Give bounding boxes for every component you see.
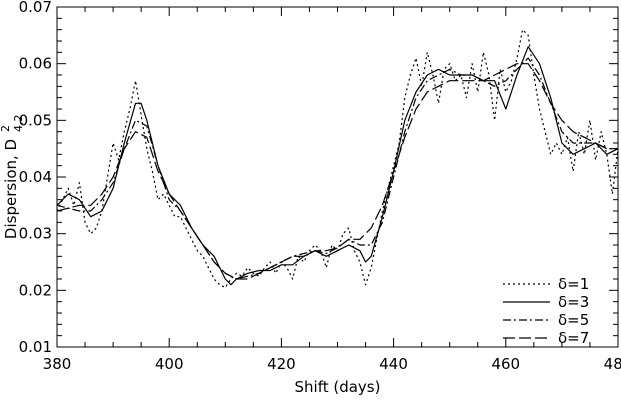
tick-labels: 380 400 420 440 460 480 0.01 0.02 0.03 0.04 0.05 0.… xyxy=(19,0,621,373)
x-axis-label: Shift (days) xyxy=(295,378,381,396)
x-tick-label: 400 xyxy=(155,355,184,373)
series-line-4 xyxy=(56,63,618,280)
y-tick-label: 0.03 xyxy=(19,225,52,243)
plot-frame xyxy=(56,6,619,348)
x-tick-label: 480 xyxy=(604,355,621,373)
legend-label-2: δ=3 xyxy=(558,293,589,311)
svg-text:Dispersion, D: Dispersion, D xyxy=(2,139,20,239)
x-tick-label: 440 xyxy=(379,355,408,373)
legend-label-4: δ=7 xyxy=(558,329,589,347)
y-tick-label: 0.04 xyxy=(19,168,52,186)
y-tick-label: 0.07 xyxy=(19,0,52,16)
y-axis-label-main: Dispersion, D xyxy=(2,139,20,239)
x-tick-label: 380 xyxy=(43,355,72,373)
y-tick-label: 0.06 xyxy=(19,55,52,73)
x-tick-label: 420 xyxy=(267,355,296,373)
y-tick-label: 0.02 xyxy=(19,281,52,299)
y-axis-label: Dispersion, D 2 4,2 xyxy=(0,115,25,240)
legend: δ=1δ=3δ=5δ=7 xyxy=(503,275,589,347)
series-line-3 xyxy=(56,57,618,280)
legend-label-1: δ=1 xyxy=(558,275,589,293)
axis-ticks xyxy=(56,6,619,348)
y-tick-label: 0.05 xyxy=(19,111,52,129)
series-line-2 xyxy=(56,46,619,286)
series-group xyxy=(56,29,619,289)
y-tick-label: 0.01 xyxy=(19,338,52,356)
series-line-1 xyxy=(56,29,619,289)
y-axis-label-sup: 2 xyxy=(0,125,12,132)
y-axis-label-sub: 4,2 xyxy=(12,115,25,133)
x-tick-label: 460 xyxy=(491,355,520,373)
legend-label-3: δ=5 xyxy=(558,311,589,329)
